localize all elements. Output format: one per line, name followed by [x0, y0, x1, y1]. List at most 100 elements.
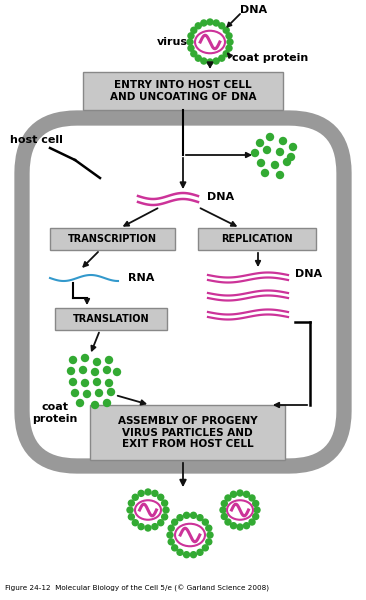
Circle shape	[191, 27, 197, 33]
Text: DNA: DNA	[240, 5, 267, 15]
Circle shape	[276, 148, 284, 155]
Circle shape	[254, 507, 260, 513]
Circle shape	[249, 519, 255, 525]
Text: virus: virus	[157, 37, 188, 47]
Circle shape	[288, 154, 295, 160]
Circle shape	[93, 379, 101, 385]
Circle shape	[168, 525, 174, 531]
Circle shape	[261, 169, 269, 176]
Circle shape	[145, 525, 151, 531]
Circle shape	[284, 158, 291, 166]
Circle shape	[108, 389, 115, 395]
Circle shape	[92, 368, 98, 376]
Circle shape	[206, 525, 212, 531]
Circle shape	[172, 545, 178, 551]
Circle shape	[67, 367, 75, 374]
Circle shape	[197, 550, 203, 556]
Circle shape	[190, 551, 197, 557]
Text: host cell: host cell	[10, 135, 63, 145]
Circle shape	[177, 515, 183, 521]
Ellipse shape	[135, 500, 161, 520]
Circle shape	[221, 500, 227, 506]
Circle shape	[213, 20, 219, 26]
Circle shape	[177, 550, 183, 556]
Circle shape	[226, 33, 232, 39]
Text: TRANSLATION: TRANSLATION	[73, 314, 149, 324]
Circle shape	[70, 356, 76, 364]
Circle shape	[82, 379, 89, 386]
Circle shape	[162, 500, 168, 506]
Circle shape	[258, 160, 265, 166]
Circle shape	[79, 367, 86, 373]
Circle shape	[83, 391, 90, 397]
Circle shape	[92, 401, 98, 409]
Circle shape	[225, 519, 231, 525]
Text: REPLICATION: REPLICATION	[221, 234, 293, 244]
Circle shape	[128, 514, 134, 520]
FancyBboxPatch shape	[198, 228, 316, 250]
Circle shape	[138, 524, 144, 530]
Circle shape	[201, 58, 207, 64]
Circle shape	[191, 51, 197, 57]
Circle shape	[280, 137, 287, 145]
Text: ENTRY INTO HOST CELL
AND UNCOATING OF DNA: ENTRY INTO HOST CELL AND UNCOATING OF DN…	[110, 80, 256, 102]
Text: RNA: RNA	[128, 273, 154, 283]
Circle shape	[243, 491, 250, 497]
Ellipse shape	[175, 524, 205, 546]
Circle shape	[272, 161, 279, 169]
Circle shape	[197, 515, 203, 521]
Circle shape	[276, 172, 284, 179]
Circle shape	[127, 507, 133, 513]
Circle shape	[163, 507, 169, 513]
Circle shape	[145, 489, 151, 495]
Text: DNA: DNA	[295, 269, 322, 279]
Circle shape	[202, 545, 208, 551]
Circle shape	[219, 23, 225, 29]
Circle shape	[71, 389, 78, 397]
Circle shape	[104, 367, 111, 373]
Circle shape	[183, 512, 190, 518]
Circle shape	[207, 19, 213, 25]
Circle shape	[219, 55, 225, 61]
Ellipse shape	[227, 500, 253, 520]
Circle shape	[220, 507, 226, 513]
Circle shape	[231, 491, 236, 497]
Circle shape	[257, 139, 264, 146]
Circle shape	[138, 490, 144, 496]
Text: coat protein: coat protein	[232, 53, 308, 63]
Circle shape	[82, 355, 89, 361]
Circle shape	[158, 520, 164, 526]
Circle shape	[227, 39, 233, 45]
Circle shape	[162, 514, 168, 520]
Circle shape	[70, 379, 76, 385]
Circle shape	[213, 58, 219, 64]
Text: coat
protein: coat protein	[32, 402, 78, 424]
Circle shape	[264, 146, 270, 154]
Circle shape	[183, 551, 190, 557]
Text: TRANSCRIPTION: TRANSCRIPTION	[68, 234, 157, 244]
Circle shape	[168, 539, 174, 545]
Circle shape	[202, 519, 208, 525]
Text: DNA: DNA	[207, 192, 234, 202]
Circle shape	[195, 23, 201, 29]
FancyBboxPatch shape	[50, 228, 175, 250]
Circle shape	[237, 524, 243, 530]
Circle shape	[105, 379, 112, 386]
FancyBboxPatch shape	[90, 405, 285, 460]
Circle shape	[223, 27, 229, 33]
Circle shape	[226, 45, 232, 51]
Circle shape	[96, 389, 102, 397]
Text: Figure 24-12  Molecular Biology of the Cell 5/e (© Garland Science 2008): Figure 24-12 Molecular Biology of the Ce…	[5, 585, 269, 592]
Circle shape	[243, 523, 250, 529]
Text: ASSEMBLY OF PROGENY
VIRUS PARTICLES AND
EXIT FROM HOST CELL: ASSEMBLY OF PROGENY VIRUS PARTICLES AND …	[118, 416, 257, 449]
Circle shape	[249, 495, 255, 501]
Circle shape	[172, 519, 178, 525]
Circle shape	[167, 532, 173, 538]
Circle shape	[231, 523, 236, 529]
Circle shape	[290, 143, 296, 151]
Circle shape	[266, 133, 273, 140]
Circle shape	[132, 520, 138, 526]
Circle shape	[93, 358, 101, 365]
Circle shape	[251, 149, 258, 157]
Circle shape	[158, 494, 164, 500]
